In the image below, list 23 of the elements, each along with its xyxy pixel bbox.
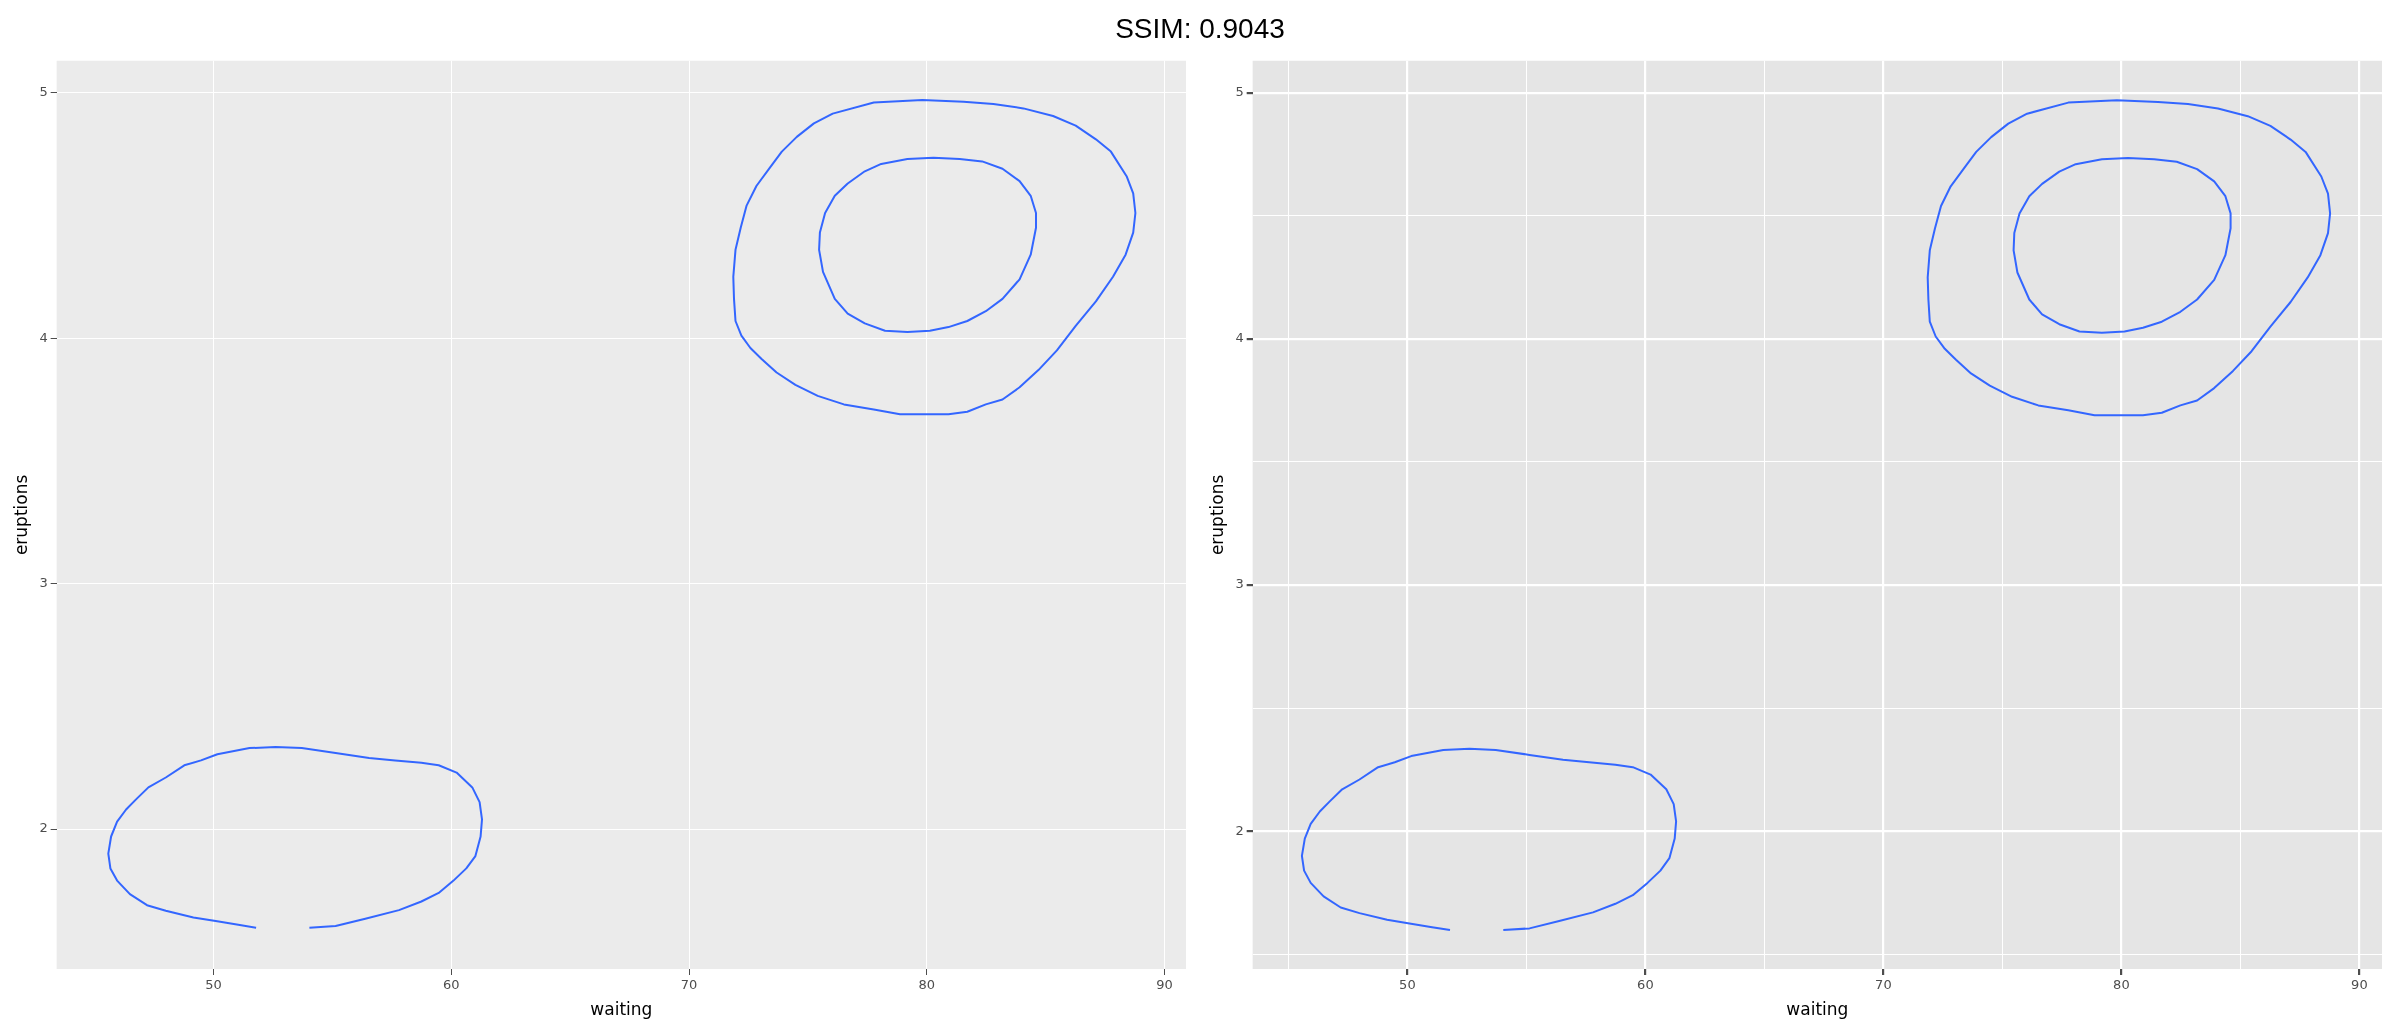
y-tick-label: 4 xyxy=(39,329,48,345)
x-tick-label: 50 xyxy=(1399,977,1416,993)
y-axis-title: eruptions xyxy=(1206,474,1227,556)
x-tick-label: 70 xyxy=(1875,977,1892,993)
y-tick-label: 4 xyxy=(1235,330,1244,346)
x-tick-label: 60 xyxy=(443,977,460,993)
x-tick-label: 80 xyxy=(918,977,936,993)
x-tick-label: 70 xyxy=(680,977,698,993)
x-tick-label: 80 xyxy=(2113,977,2130,993)
y-tick-label: 5 xyxy=(39,84,48,100)
y-tick-label: 3 xyxy=(1235,576,1244,592)
y-tick-label: 3 xyxy=(39,575,48,590)
y-tick-label: 5 xyxy=(1235,84,1244,100)
chart-title: SSIM: 0.9043 xyxy=(1114,12,1286,46)
x-tick-label: 90 xyxy=(1156,977,1173,993)
x-axis-title: waiting xyxy=(590,999,653,1020)
y-tick-label: 2 xyxy=(1235,822,1244,838)
y-axis-title: eruptions xyxy=(10,474,31,556)
x-tick-label: 50 xyxy=(205,977,222,993)
x-tick-label: 90 xyxy=(2351,977,2368,993)
y-tick-label: 2 xyxy=(39,820,48,836)
x-axis-title: waiting xyxy=(1786,999,1849,1020)
x-tick-label: 60 xyxy=(1637,977,1654,993)
